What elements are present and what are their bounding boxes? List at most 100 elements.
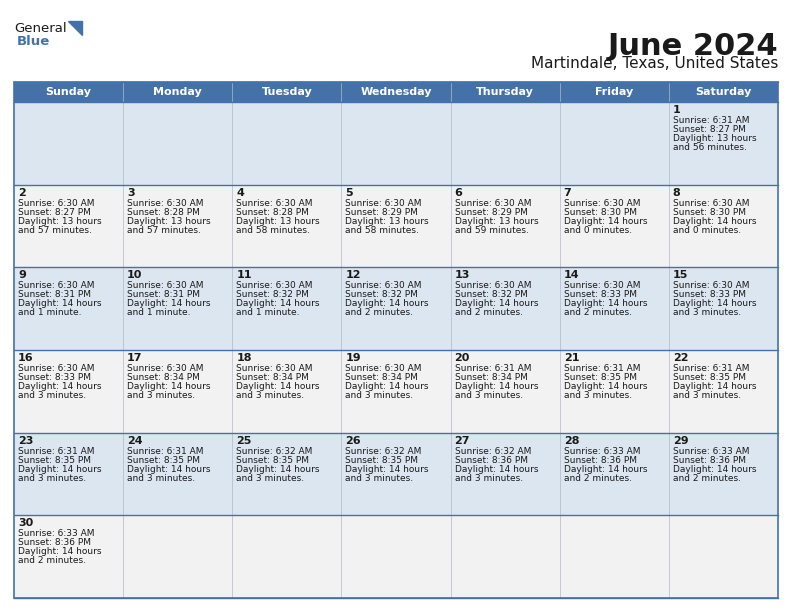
Text: Sunset: 8:35 PM: Sunset: 8:35 PM — [128, 456, 200, 465]
Bar — [123, 185, 232, 267]
Text: 25: 25 — [236, 436, 252, 446]
Text: Sunset: 8:32 PM: Sunset: 8:32 PM — [236, 290, 309, 299]
Text: Sunset: 8:33 PM: Sunset: 8:33 PM — [18, 373, 91, 382]
Text: Sunset: 8:28 PM: Sunset: 8:28 PM — [236, 207, 309, 217]
Text: Sunrise: 6:30 AM: Sunrise: 6:30 AM — [128, 199, 204, 207]
Text: Sunrise: 6:33 AM: Sunrise: 6:33 AM — [18, 529, 94, 539]
Text: Friday: Friday — [595, 87, 634, 97]
Text: Tuesday: Tuesday — [261, 87, 312, 97]
Text: and 3 minutes.: and 3 minutes. — [18, 391, 86, 400]
Text: and 3 minutes.: and 3 minutes. — [345, 474, 413, 483]
Text: Sunset: 8:34 PM: Sunset: 8:34 PM — [128, 373, 200, 382]
Bar — [232, 350, 341, 433]
Text: Daylight: 14 hours: Daylight: 14 hours — [564, 299, 647, 308]
Text: Daylight: 13 hours: Daylight: 13 hours — [18, 217, 101, 226]
Text: 5: 5 — [345, 188, 353, 198]
Text: Sunset: 8:34 PM: Sunset: 8:34 PM — [345, 373, 418, 382]
Text: 29: 29 — [673, 436, 688, 446]
Text: Sunset: 8:29 PM: Sunset: 8:29 PM — [455, 207, 527, 217]
Text: Sunset: 8:33 PM: Sunset: 8:33 PM — [673, 290, 746, 299]
Bar — [341, 267, 451, 350]
Text: Daylight: 14 hours: Daylight: 14 hours — [564, 382, 647, 391]
Text: Sunrise: 6:32 AM: Sunrise: 6:32 AM — [236, 447, 313, 456]
Bar — [14, 515, 123, 598]
Text: and 3 minutes.: and 3 minutes. — [236, 391, 304, 400]
Text: and 2 minutes.: and 2 minutes. — [673, 474, 741, 483]
Text: 11: 11 — [236, 271, 252, 280]
Text: Daylight: 14 hours: Daylight: 14 hours — [345, 299, 429, 308]
Text: and 3 minutes.: and 3 minutes. — [345, 391, 413, 400]
Text: Sunrise: 6:30 AM: Sunrise: 6:30 AM — [345, 199, 422, 207]
Text: Daylight: 14 hours: Daylight: 14 hours — [345, 382, 429, 391]
Text: Sunset: 8:35 PM: Sunset: 8:35 PM — [236, 456, 310, 465]
Bar — [232, 433, 341, 515]
Text: Daylight: 14 hours: Daylight: 14 hours — [18, 547, 101, 556]
Text: Sunrise: 6:30 AM: Sunrise: 6:30 AM — [236, 364, 313, 373]
Bar — [669, 433, 778, 515]
Text: and 2 minutes.: and 2 minutes. — [18, 556, 86, 565]
Text: Daylight: 14 hours: Daylight: 14 hours — [673, 382, 756, 391]
Text: Sunrise: 6:31 AM: Sunrise: 6:31 AM — [455, 364, 531, 373]
Text: Daylight: 14 hours: Daylight: 14 hours — [673, 217, 756, 226]
Text: Daylight: 14 hours: Daylight: 14 hours — [564, 217, 647, 226]
Text: 18: 18 — [236, 353, 252, 363]
Bar — [669, 102, 778, 185]
Bar — [123, 102, 232, 185]
Text: 4: 4 — [236, 188, 244, 198]
Text: Daylight: 14 hours: Daylight: 14 hours — [455, 382, 538, 391]
Text: Sunset: 8:35 PM: Sunset: 8:35 PM — [18, 456, 91, 465]
Text: Daylight: 14 hours: Daylight: 14 hours — [455, 299, 538, 308]
Text: Sunrise: 6:32 AM: Sunrise: 6:32 AM — [345, 447, 422, 456]
Bar — [14, 185, 123, 267]
Text: Sunday: Sunday — [46, 87, 92, 97]
Text: Wednesday: Wednesday — [360, 87, 432, 97]
Text: 15: 15 — [673, 271, 688, 280]
Text: 10: 10 — [128, 271, 143, 280]
Text: Monday: Monday — [154, 87, 202, 97]
Text: 21: 21 — [564, 353, 579, 363]
Text: Saturday: Saturday — [695, 87, 752, 97]
Text: Sunrise: 6:30 AM: Sunrise: 6:30 AM — [18, 364, 94, 373]
Bar — [451, 515, 560, 598]
Text: 22: 22 — [673, 353, 688, 363]
Text: 24: 24 — [128, 436, 143, 446]
Text: 17: 17 — [128, 353, 143, 363]
Text: and 2 minutes.: and 2 minutes. — [564, 308, 632, 318]
Text: Sunrise: 6:30 AM: Sunrise: 6:30 AM — [455, 199, 531, 207]
Bar — [560, 350, 669, 433]
Text: Daylight: 14 hours: Daylight: 14 hours — [236, 299, 320, 308]
Text: Daylight: 13 hours: Daylight: 13 hours — [455, 217, 539, 226]
Text: Martindale, Texas, United States: Martindale, Texas, United States — [531, 56, 778, 71]
Text: Daylight: 13 hours: Daylight: 13 hours — [236, 217, 320, 226]
Text: and 3 minutes.: and 3 minutes. — [455, 391, 523, 400]
Bar — [451, 350, 560, 433]
Text: 27: 27 — [455, 436, 470, 446]
Text: and 3 minutes.: and 3 minutes. — [18, 474, 86, 483]
Text: and 2 minutes.: and 2 minutes. — [345, 308, 413, 318]
Text: Daylight: 14 hours: Daylight: 14 hours — [564, 465, 647, 474]
Text: Daylight: 13 hours: Daylight: 13 hours — [673, 134, 756, 143]
Bar — [669, 350, 778, 433]
Bar — [14, 433, 123, 515]
Text: and 1 minute.: and 1 minute. — [128, 308, 191, 318]
Text: Sunset: 8:35 PM: Sunset: 8:35 PM — [345, 456, 418, 465]
Bar — [123, 267, 232, 350]
Text: Sunset: 8:34 PM: Sunset: 8:34 PM — [236, 373, 309, 382]
Text: Sunset: 8:35 PM: Sunset: 8:35 PM — [673, 373, 746, 382]
Text: Sunset: 8:28 PM: Sunset: 8:28 PM — [128, 207, 200, 217]
Text: Daylight: 14 hours: Daylight: 14 hours — [18, 299, 101, 308]
Bar — [14, 350, 123, 433]
Text: and 3 minutes.: and 3 minutes. — [673, 308, 741, 318]
Bar — [123, 515, 232, 598]
Text: Sunset: 8:36 PM: Sunset: 8:36 PM — [564, 456, 637, 465]
Text: Sunrise: 6:30 AM: Sunrise: 6:30 AM — [673, 199, 749, 207]
Text: Sunrise: 6:31 AM: Sunrise: 6:31 AM — [128, 447, 204, 456]
Text: 1: 1 — [673, 105, 680, 115]
Text: 9: 9 — [18, 271, 26, 280]
Text: Sunrise: 6:30 AM: Sunrise: 6:30 AM — [564, 282, 640, 290]
Text: Daylight: 14 hours: Daylight: 14 hours — [673, 465, 756, 474]
Text: Sunset: 8:27 PM: Sunset: 8:27 PM — [673, 125, 746, 134]
Text: Sunset: 8:33 PM: Sunset: 8:33 PM — [564, 290, 637, 299]
Bar — [560, 433, 669, 515]
Text: Sunrise: 6:31 AM: Sunrise: 6:31 AM — [18, 447, 94, 456]
